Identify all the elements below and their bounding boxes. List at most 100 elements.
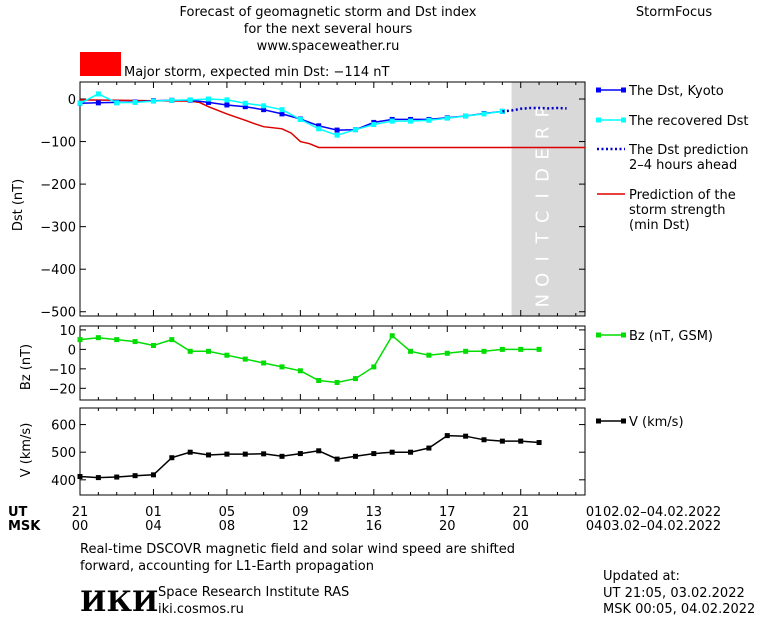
data-point (224, 97, 230, 103)
legend-marker (621, 87, 626, 93)
storm-expectation-label: Major storm, expected min Dst: −114 nT (124, 65, 390, 80)
data-point (499, 438, 505, 444)
series-line-bz-nt-gsm- (79, 334, 540, 384)
plot-frame (79, 325, 586, 401)
data-point (297, 451, 303, 457)
msk-tick-label: 08 (219, 519, 236, 534)
institute-name: Space Research Institute RAS (158, 585, 349, 600)
data-point (389, 449, 395, 455)
chart-title-line1: Forecast of geomagnetic storm and Dst in… (179, 5, 476, 20)
data-point (206, 99, 212, 105)
data-point (242, 100, 248, 106)
data-point (334, 456, 340, 462)
time-axis: UT MSK 21 01 05 09 13 17 21 01 00 04 08 12 16 20 00 04… (8, 505, 721, 534)
data-point (114, 474, 120, 480)
data-point (463, 433, 469, 439)
msk-tick-label: 00 (72, 519, 89, 534)
data-point (132, 339, 138, 345)
data-point (444, 350, 450, 356)
data-point (408, 449, 414, 455)
y-tick-label: 0 (68, 343, 76, 358)
data-point (426, 445, 432, 451)
data-point (408, 348, 414, 354)
prediction-letter: R (532, 127, 553, 140)
data-point (536, 346, 542, 352)
data-point (352, 453, 358, 459)
data-point (169, 97, 175, 103)
data-point (132, 99, 138, 105)
dst-axis-label: Dst (nT) (11, 179, 26, 231)
data-point (95, 475, 101, 481)
data-point (463, 348, 469, 354)
data-point (132, 473, 138, 479)
data-point (261, 107, 267, 113)
data-point (77, 100, 83, 106)
data-point (114, 100, 120, 106)
data-point (279, 364, 285, 370)
institute-url[interactable]: iki.cosmos.ru (158, 602, 244, 617)
ut-tick-label: 09 (292, 505, 309, 520)
ut-tick-label: 05 (219, 505, 236, 520)
data-point (150, 98, 156, 104)
legend-entry: Prediction of the storm strength (min Dst) (629, 188, 736, 233)
ut-tick-label: 13 (366, 505, 383, 520)
y-tick-label: 10 (59, 324, 76, 339)
msk-tick-label: 04 (145, 519, 162, 534)
data-point (224, 352, 230, 358)
y-tick-label: −10 (49, 363, 76, 378)
y-tick-label: −500 (40, 306, 76, 321)
data-point (499, 346, 505, 352)
series-line-prediction-of-the (79, 99, 585, 149)
legend-marker (596, 332, 601, 338)
y-tick-label: 600 (51, 419, 76, 434)
prediction-letter: T (532, 231, 553, 244)
ut-tick-label: 21 (72, 505, 89, 520)
data-point (261, 451, 267, 457)
data-point (389, 333, 395, 339)
data-point (95, 91, 101, 97)
legend-entry: The Dst, Kyoto (628, 84, 724, 99)
legend-marker (621, 332, 626, 338)
data-point (261, 360, 267, 366)
legend: The Dst, Kyoto The recovered Dst The Dst p… (596, 84, 749, 430)
bz-panel: 10 0 −10 −20 (49, 324, 586, 401)
data-point (77, 473, 83, 479)
data-point (371, 122, 377, 128)
legend-marker (596, 418, 601, 424)
prediction-letter: I (532, 193, 553, 198)
data-point (334, 127, 340, 133)
prediction-letter: C (532, 211, 553, 224)
prediction-letter: I (532, 256, 553, 261)
data-point (279, 107, 285, 113)
data-point (499, 108, 505, 114)
data-point (187, 97, 193, 103)
data-point (169, 455, 175, 461)
data-point (279, 111, 285, 117)
msk-tick-label: 20 (439, 519, 456, 534)
y-tick-label: 500 (51, 446, 76, 461)
data-point (389, 118, 395, 124)
data-point (352, 376, 358, 382)
y-tick-label: −20 (49, 382, 76, 397)
data-point (481, 348, 487, 354)
data-point (279, 453, 285, 459)
y-tick-label: −400 (40, 263, 76, 278)
y-tick-label: −200 (40, 178, 76, 193)
legend-marker (596, 87, 601, 93)
data-point (316, 123, 322, 129)
data-point (297, 116, 303, 122)
prediction-letter: P (532, 106, 553, 117)
data-point (95, 335, 101, 341)
ut-tick-label: 01 (586, 505, 603, 520)
series-line-the-dst-prediction (502, 106, 567, 113)
plot-frame (79, 81, 586, 317)
website-label[interactable]: www.spaceweather.ru (257, 39, 400, 54)
prediction-letter: O (532, 273, 553, 287)
msk-label: MSK (8, 519, 41, 534)
updated-label: Updated at: (603, 569, 680, 584)
msk-tick-label: 04 (586, 519, 603, 534)
ut-date-range: 02.02–04.02.2022 (603, 505, 721, 520)
prediction-letter: E (532, 148, 553, 159)
legend-entry: Bz (nT, GSM) (629, 329, 713, 344)
